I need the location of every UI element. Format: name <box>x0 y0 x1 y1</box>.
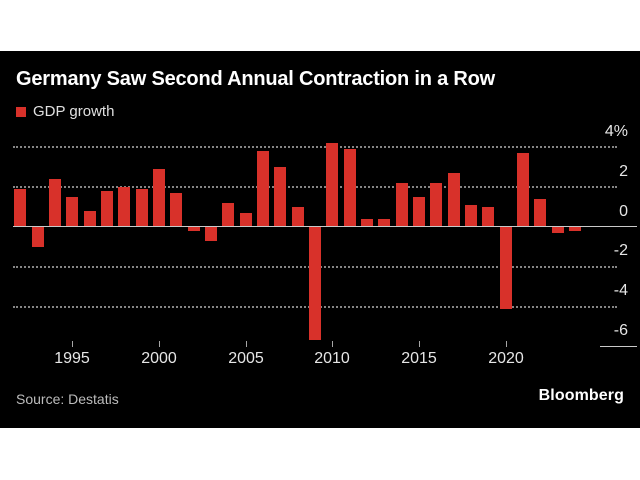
x-axis-tick-2015 <box>419 341 420 347</box>
bar-1995 <box>66 197 78 227</box>
chart-title: Germany Saw Second Annual Contraction in… <box>16 68 496 90</box>
bar-2020 <box>500 227 512 309</box>
bar-2003 <box>205 227 217 241</box>
bar-2018 <box>465 205 477 227</box>
bar-2007 <box>274 167 286 227</box>
bar-1992 <box>14 189 26 227</box>
y-axis-label-0: 0 <box>619 203 628 220</box>
x-axis-label-1995: 1995 <box>54 350 90 367</box>
bar-2015 <box>413 197 425 227</box>
bar-2009 <box>309 227 321 340</box>
x-axis-label-2015: 2015 <box>401 350 437 367</box>
bar-2022 <box>534 199 546 227</box>
y-axis-label-2: 2 <box>619 163 628 180</box>
bar-2016 <box>430 183 442 227</box>
bar-2017 <box>448 173 460 227</box>
x-axis-tick-2000 <box>159 341 160 347</box>
bar-2012 <box>361 219 373 227</box>
bar-2006 <box>257 151 269 227</box>
bar-2002 <box>188 227 200 231</box>
legend-swatch-icon <box>16 107 26 117</box>
bar-1998 <box>118 187 130 227</box>
x-axis-label-2000: 2000 <box>141 350 177 367</box>
bar-2013 <box>378 219 390 227</box>
bar-2001 <box>170 193 182 227</box>
bar-2021 <box>517 153 529 227</box>
gridline-2 <box>13 186 617 188</box>
y-axis-label--4: -4 <box>613 282 628 299</box>
y-axis-label--2: -2 <box>613 242 628 259</box>
bar-2019 <box>482 207 494 227</box>
bar-2011 <box>344 149 356 227</box>
x-axis-tick-2005 <box>246 341 247 347</box>
bar-2010 <box>326 143 338 227</box>
x-axis-label-2010: 2010 <box>314 350 350 367</box>
bar-2024 <box>569 227 581 231</box>
source-label: Source: Destatis <box>16 391 119 407</box>
bar-1999 <box>136 189 148 227</box>
bar-1997 <box>101 191 113 227</box>
bar-2008 <box>292 207 304 227</box>
zero-axis-line <box>13 226 637 227</box>
gridline-4 <box>13 146 617 148</box>
bar-1996 <box>84 211 96 227</box>
legend-label: GDP growth <box>33 103 115 120</box>
x-axis-label-2005: 2005 <box>228 350 264 367</box>
x-axis-tick-1995 <box>72 341 73 347</box>
y-axis-label--6: -6 <box>613 322 628 339</box>
bar-2000 <box>153 169 165 227</box>
bloomberg-logo: Bloomberg <box>538 387 624 404</box>
bar-1993 <box>32 227 44 247</box>
x-axis-label-2020: 2020 <box>488 350 524 367</box>
axis-tick-minus6 <box>600 346 637 347</box>
legend: GDP growth <box>16 103 114 121</box>
x-axis-tick-2010 <box>332 341 333 347</box>
bar-2004 <box>222 203 234 227</box>
x-axis-tick-2020 <box>506 341 507 347</box>
bar-2005 <box>240 213 252 227</box>
bar-2014 <box>396 183 408 227</box>
y-axis-label-4: 4% <box>604 123 628 140</box>
bar-2023 <box>552 227 564 233</box>
bar-1994 <box>49 179 61 227</box>
